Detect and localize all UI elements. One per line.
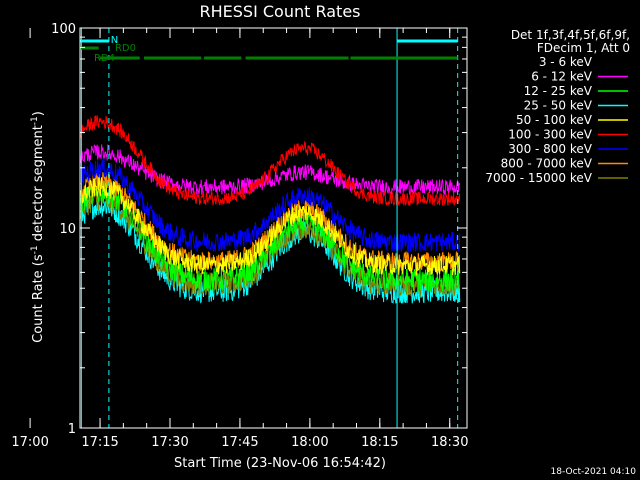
- x-tick-label-6: 18:30: [431, 435, 468, 450]
- y-tick-label-1: 10: [59, 222, 76, 237]
- x-tick-label-0: 17:00: [11, 435, 48, 450]
- legend-header-line-2: FDecim 1, Att 0: [537, 41, 630, 55]
- legend-label-8: 7000 - 15000 keV: [485, 171, 592, 185]
- legend-label-6: 300 - 800 keV: [508, 142, 592, 156]
- legend-label-0: 3 - 6 keV: [539, 55, 593, 69]
- x-axis-label: Start Time (23-Nov-06 16:54:42): [174, 456, 386, 471]
- legend: Det 1f,3f,4f,5f,6f,9f, FDecim 1, Att 0 3…: [485, 28, 630, 185]
- footer-timestamp: 18-Oct-2021 04:10: [551, 467, 637, 477]
- legend-label-2: 12 - 25 keV: [524, 84, 593, 98]
- y-axis-label: Count Rate (s-1 detector segment-1): [30, 111, 46, 343]
- legend-label-4: 50 - 100 keV: [516, 113, 593, 127]
- x-tick-label-4: 18:00: [291, 435, 328, 450]
- x-tick-label-1: 17:15: [81, 435, 118, 450]
- legend-label-3: 25 - 50 keV: [524, 99, 593, 113]
- flag-label-2: RD4: [94, 53, 115, 64]
- x-tick-label-5: 18:15: [361, 435, 398, 450]
- flag-label-1: RD0: [115, 43, 136, 54]
- legend-label-1: 6 - 12 keV: [531, 70, 593, 84]
- chart-title: RHESSI Count Rates: [200, 2, 361, 21]
- x-tick-label-2: 17:30: [151, 435, 188, 450]
- legend-label-7: 800 - 7000 keV: [501, 157, 593, 171]
- y-tick-label-2: 100: [51, 22, 76, 37]
- legend-header-line-1: Det 1f,3f,4f,5f,6f,9f,: [511, 28, 630, 42]
- y-tick-label-0: 1: [68, 422, 76, 437]
- legend-label-5: 100 - 300 keV: [508, 128, 592, 142]
- x-tick-label-3: 17:45: [221, 435, 258, 450]
- flag-label-0: N: [111, 35, 118, 46]
